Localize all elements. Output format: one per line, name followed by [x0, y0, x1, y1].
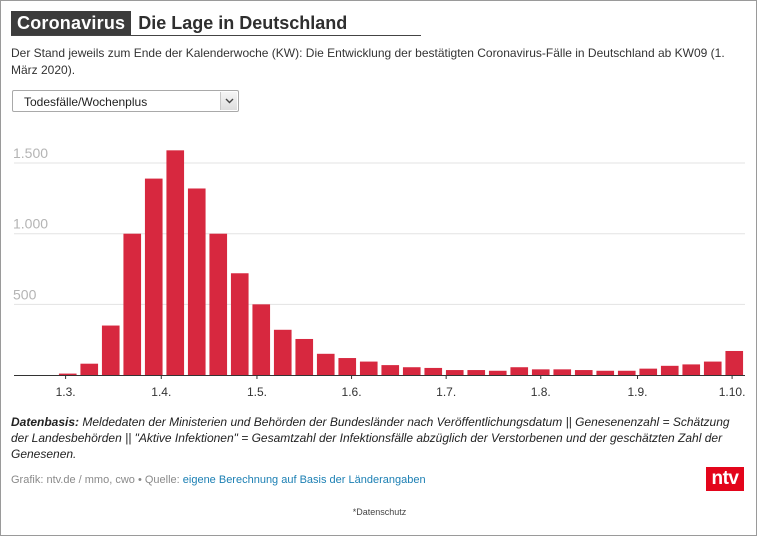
source-link[interactable]: eigene Berechnung auf Basis der Länderan…: [182, 474, 426, 486]
credit-line: Grafik: ntv.de / mmo, cwo • Quelle: eige…: [11, 474, 426, 486]
bar[interactable]: [531, 369, 550, 375]
data-source-label: Datenbasis:: [11, 415, 80, 429]
y-tick-label: 500: [13, 286, 37, 302]
bar[interactable]: [123, 233, 142, 375]
bar[interactable]: [703, 361, 722, 375]
bar[interactable]: [101, 325, 120, 375]
bar[interactable]: [230, 273, 249, 375]
bar[interactable]: [510, 367, 529, 375]
x-tick-label: 1.9.: [627, 385, 647, 399]
bar[interactable]: [58, 373, 77, 375]
bar[interactable]: [252, 304, 271, 375]
credit-text: Grafik: ntv.de / mmo, cwo • Quelle:: [11, 474, 183, 486]
metric-select-value: Todesfälle/Wochenplus: [24, 95, 148, 109]
bar[interactable]: [316, 353, 335, 375]
data-source-text: Meldedaten der Ministerien und Behörden …: [11, 415, 730, 461]
bar[interactable]: [166, 150, 185, 375]
x-tick-label: 1.5.: [247, 385, 267, 399]
bar[interactable]: [273, 329, 292, 375]
y-axis-labels: 500 1.000 1.500: [13, 145, 48, 302]
y-tick-label: 1.500: [13, 145, 48, 161]
bar[interactable]: [574, 370, 593, 375]
bar[interactable]: [725, 350, 744, 375]
bar[interactable]: [445, 370, 464, 375]
x-tick-label: 1.10.: [719, 385, 746, 399]
chart-bars: [58, 150, 744, 375]
bar[interactable]: [80, 363, 99, 375]
bar[interactable]: [682, 364, 701, 375]
bar[interactable]: [617, 370, 636, 375]
x-tick-label: 1.8.: [531, 385, 551, 399]
bar[interactable]: [467, 370, 486, 375]
chevron-down-icon[interactable]: [220, 92, 237, 110]
topic-tag: Coronavirus: [11, 11, 132, 35]
bar[interactable]: [144, 178, 163, 375]
x-tick-label: 1.3.: [56, 385, 76, 399]
metric-select[interactable]: Todesfälle/Wochenplus: [12, 90, 239, 112]
x-tick-label: 1.6.: [342, 385, 362, 399]
bar[interactable]: [596, 370, 615, 375]
bar[interactable]: [209, 233, 228, 375]
chart-subtitle: Der Stand jeweils zum Ende der Kalenderw…: [11, 46, 725, 77]
x-tick-label: 1.7.: [436, 385, 456, 399]
bar[interactable]: [639, 368, 658, 375]
bar[interactable]: [187, 188, 206, 375]
graphic-header: Coronavirus Die Lage in Deutschland: [11, 11, 421, 36]
bar[interactable]: [338, 358, 357, 375]
bar[interactable]: [553, 369, 572, 375]
x-axis-labels: 1.3. 1.4. 1.5. 1.6. 1.7. 1.8. 1.9. 1.10.: [56, 375, 746, 399]
x-tick-label: 1.4.: [151, 385, 171, 399]
bar[interactable]: [660, 365, 679, 375]
bar[interactable]: [488, 370, 507, 375]
privacy-link[interactable]: *Datenschutz: [352, 507, 407, 517]
ntv-logo: ntv: [706, 467, 744, 491]
page-title: Die Lage in Deutschland: [138, 13, 348, 33]
bar[interactable]: [359, 361, 378, 375]
bar[interactable]: [295, 338, 314, 375]
bar[interactable]: [424, 367, 443, 375]
y-tick-label: 1.000: [13, 216, 48, 232]
bar[interactable]: [402, 367, 421, 375]
bar[interactable]: [381, 365, 400, 375]
data-source-note: Datenbasis: Meldedaten der Ministerien u…: [11, 414, 741, 462]
